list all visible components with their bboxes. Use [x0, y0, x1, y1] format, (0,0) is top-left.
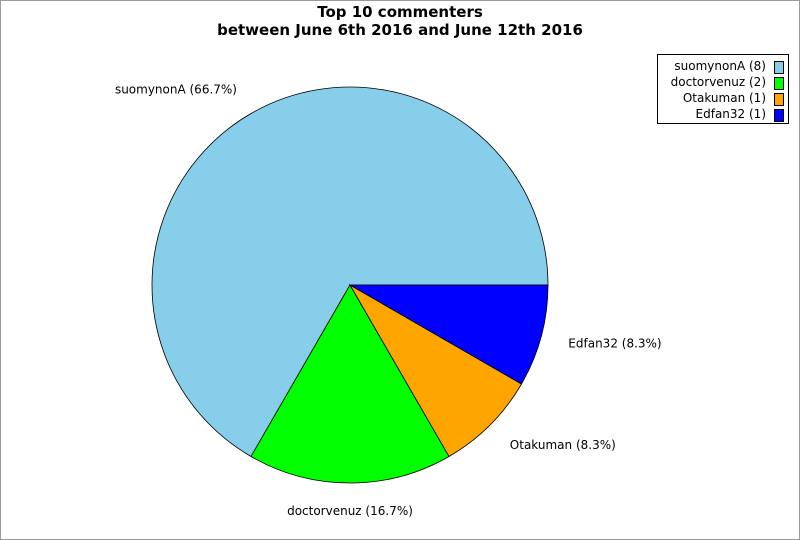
pie-slice-edfan32 — [348, 284, 549, 385]
legend-swatch — [774, 61, 784, 74]
pie-labels: suomynonA (66.7%) doctorvenuz (16.7%) Otak… — [115, 82, 662, 518]
chart-subtitle: between June 6th 2016 and June 12th 2016 — [217, 21, 583, 39]
slice-label-otakuman: Otakuman (8.3%) — [510, 438, 616, 452]
legend-entry-edfan32: Edfan32 (1) — [658, 106, 790, 122]
pie-slice-suomynona — [151, 86, 549, 458]
slice-label-edfan32: Edfan32 (8.3%) — [568, 337, 661, 351]
pie-slice-otakuman — [348, 283, 523, 458]
legend-label: suomynonA (8) — [674, 59, 766, 73]
legend: suomynonA (8) doctorvenuz (2) Otakuman (… — [657, 54, 789, 124]
pie-slices — [151, 86, 549, 484]
legend-swatch — [774, 93, 784, 106]
legend-entry-suomynona: suomynonA (8) — [658, 58, 790, 74]
legend-swatch — [774, 109, 784, 122]
pie-slice-doctorvenuz — [250, 284, 450, 484]
slice-label-suomynona: suomynonA (66.7%) — [115, 82, 237, 96]
legend-label: doctorvenuz (2) — [670, 75, 766, 89]
legend-entry-otakuman: Otakuman (1) — [658, 90, 790, 106]
legend-label: Edfan32 (1) — [695, 107, 766, 121]
legend-swatch — [774, 77, 784, 90]
legend-entry-doctorvenuz: doctorvenuz (2) — [658, 74, 790, 90]
chart-title: Top 10 commenters — [317, 3, 483, 21]
slice-label-doctorvenuz: doctorvenuz (16.7%) — [287, 504, 413, 518]
legend-label: Otakuman (1) — [682, 91, 766, 105]
